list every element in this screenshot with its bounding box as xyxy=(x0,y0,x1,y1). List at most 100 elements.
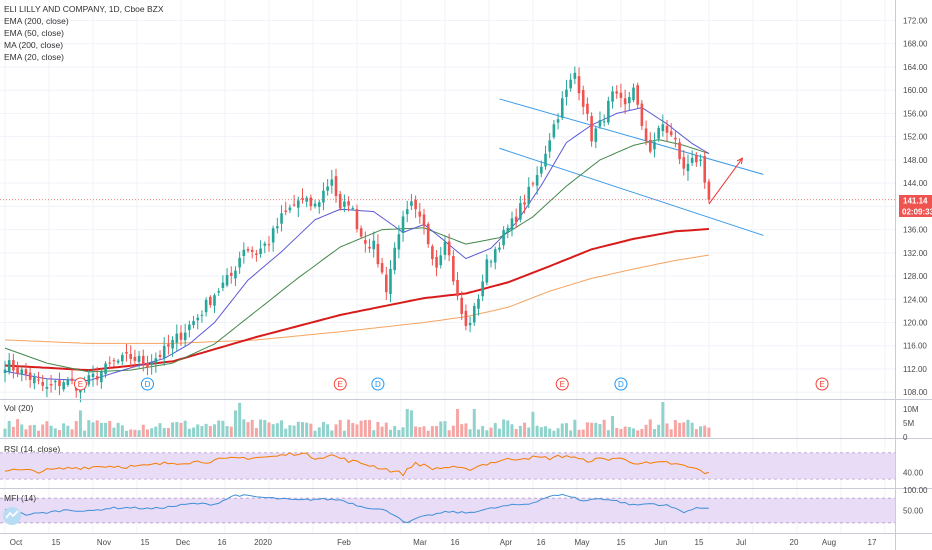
volume-bar xyxy=(468,429,472,437)
candle-body xyxy=(607,100,610,123)
candle-body xyxy=(183,332,187,341)
volume-bar xyxy=(619,428,623,437)
volume-bar xyxy=(183,420,187,437)
ema200-line xyxy=(4,228,709,372)
time-axis[interactable]: Oct 15 Nov 15 Dec 16 2020 Feb Mar 16 Apr 16 May 15 Jun… xyxy=(10,538,877,547)
rsi-pane[interactable] xyxy=(0,452,895,480)
candle-body xyxy=(623,98,627,105)
candle-body xyxy=(221,282,225,288)
candle-body xyxy=(506,227,510,233)
projection-arrow[interactable] xyxy=(708,157,744,205)
rsi-line xyxy=(4,452,710,477)
time-tick-label: Nov xyxy=(97,538,111,547)
volume-bar xyxy=(476,429,480,437)
price-tick-label: 116.00 xyxy=(903,342,927,351)
volume-bar xyxy=(447,430,451,437)
trend-channel[interactable] xyxy=(499,98,764,236)
volume-bar xyxy=(141,424,145,437)
volume-bar xyxy=(590,422,594,437)
price-tick-label: 168.00 xyxy=(903,40,928,49)
projection-arrow-line xyxy=(708,157,743,205)
volume-bar xyxy=(338,419,342,437)
volume-pane[interactable] xyxy=(3,402,711,437)
volume-bar xyxy=(502,419,506,437)
candle-body xyxy=(485,259,489,283)
mfi-pane[interactable] xyxy=(0,493,895,524)
tradingview-logo[interactable] xyxy=(3,507,21,525)
volume-bar xyxy=(527,427,531,437)
candle-body xyxy=(70,378,74,381)
candle-body xyxy=(686,163,690,172)
volume-bar xyxy=(456,409,460,437)
candle-body xyxy=(129,354,132,359)
candle-body xyxy=(573,72,577,79)
volume-bar xyxy=(95,420,99,437)
candle-body xyxy=(343,201,346,207)
candle-body xyxy=(535,175,539,186)
volume-bar xyxy=(280,420,284,437)
candle-body xyxy=(644,128,648,141)
volume-bar xyxy=(129,429,133,437)
volume-bar xyxy=(615,427,619,437)
candle-body xyxy=(531,183,535,185)
candle-body xyxy=(225,274,229,286)
volume-bar xyxy=(326,424,330,437)
volume-bar xyxy=(632,428,635,437)
volume-bar xyxy=(510,424,514,437)
volume-bar xyxy=(288,425,292,437)
candle-body xyxy=(447,241,451,256)
earnings-badge-label: E xyxy=(819,380,824,389)
candle-body xyxy=(217,291,220,293)
volume-bar xyxy=(430,426,434,437)
candle-body xyxy=(364,240,367,244)
mfi-tick-label: 100.00 xyxy=(903,486,928,495)
volume-bar xyxy=(548,428,552,437)
chart-legend: ELI LILLY AND COMPANY, 1D, Cboe BZX EMA … xyxy=(4,4,164,62)
candle-body xyxy=(7,360,11,372)
volume-bar xyxy=(347,419,351,437)
candle-body xyxy=(464,310,468,326)
volume-bar xyxy=(368,420,372,437)
volume-bar xyxy=(125,430,129,437)
candle-body xyxy=(41,382,45,386)
volume-bar xyxy=(673,420,677,437)
volume-bar xyxy=(577,429,581,437)
volume-bar xyxy=(523,422,527,437)
candle-body xyxy=(514,216,518,223)
candle-body xyxy=(141,355,145,364)
candle-body xyxy=(297,200,300,208)
candle-body xyxy=(66,379,70,385)
volume-bar xyxy=(145,429,149,437)
volume-bar xyxy=(611,416,615,437)
candle-body xyxy=(481,281,484,297)
volume-bar xyxy=(16,419,20,437)
volume-bar xyxy=(623,426,627,437)
candle-body xyxy=(125,352,128,354)
candle-body xyxy=(661,124,665,132)
volume-bar xyxy=(472,409,476,437)
candle-body xyxy=(334,176,338,197)
legend-ema50: EMA (50, close) xyxy=(4,28,64,38)
volume-bar xyxy=(41,424,45,437)
volume-bar xyxy=(552,430,556,437)
volume-bar xyxy=(330,430,334,437)
candle-body xyxy=(418,211,422,217)
candle-body xyxy=(556,119,560,123)
candle-body xyxy=(209,296,212,305)
volume-bar xyxy=(116,422,120,437)
mfi-line xyxy=(4,493,709,524)
candle-body xyxy=(104,363,107,374)
volume-bar xyxy=(497,428,501,437)
volume-bar xyxy=(70,429,74,437)
dividend-badge xyxy=(614,377,628,391)
candle-body xyxy=(53,380,57,383)
earnings-badge-label: E xyxy=(78,380,83,389)
volume-bar xyxy=(564,423,568,437)
candle-body xyxy=(255,253,258,255)
earnings-badge xyxy=(555,377,569,391)
candle-body xyxy=(523,202,526,205)
volume-bar xyxy=(208,426,212,437)
candle-body xyxy=(510,218,514,230)
